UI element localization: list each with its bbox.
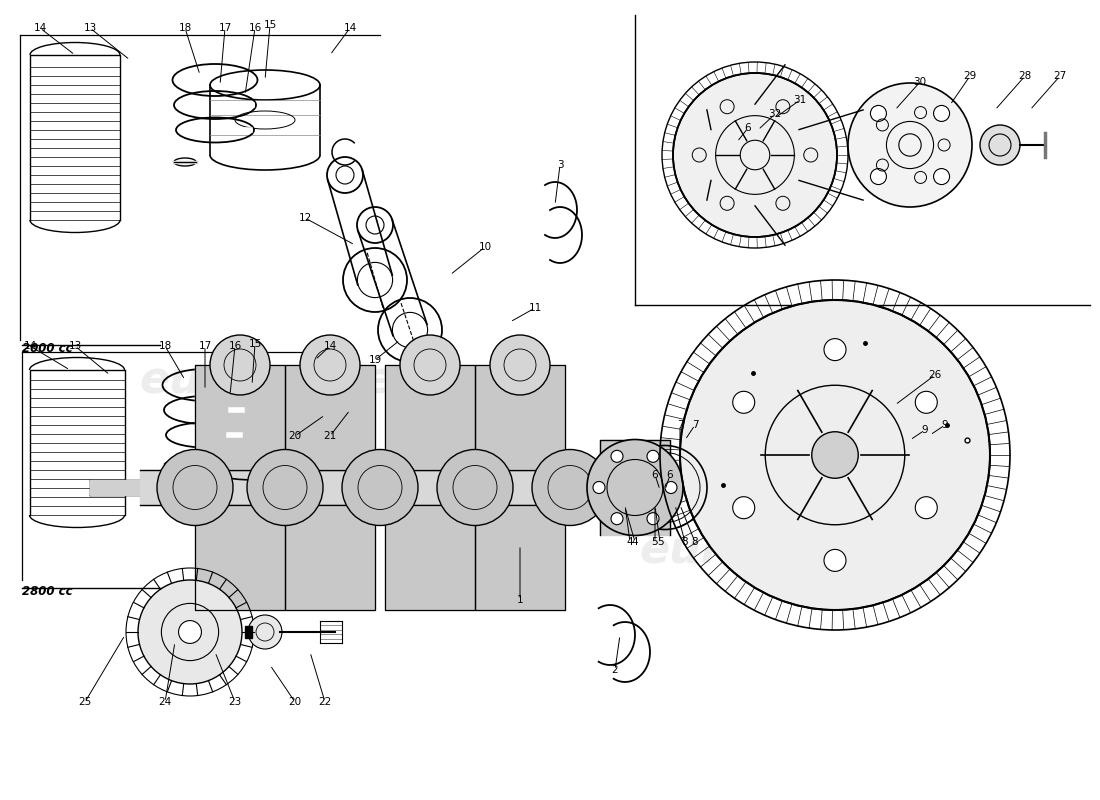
Polygon shape (195, 365, 285, 470)
Circle shape (673, 73, 837, 237)
Text: 6: 6 (745, 123, 751, 133)
Text: 2000 cc: 2000 cc (22, 342, 73, 355)
Circle shape (915, 391, 937, 414)
Circle shape (733, 497, 755, 518)
Circle shape (733, 391, 755, 414)
Text: 32: 32 (769, 109, 782, 119)
Polygon shape (245, 626, 252, 638)
Text: 14: 14 (33, 23, 46, 33)
Circle shape (248, 615, 282, 649)
Circle shape (870, 106, 887, 122)
Text: 16: 16 (229, 341, 242, 351)
Text: 17: 17 (219, 23, 232, 33)
Circle shape (934, 106, 949, 122)
Circle shape (848, 83, 972, 207)
Circle shape (610, 450, 623, 462)
Circle shape (980, 125, 1020, 165)
Polygon shape (195, 505, 285, 610)
Text: 14: 14 (23, 341, 36, 351)
Circle shape (532, 450, 608, 526)
Text: 5: 5 (651, 537, 658, 547)
Text: 19: 19 (368, 355, 382, 365)
Text: 21: 21 (323, 431, 337, 441)
Circle shape (593, 482, 605, 494)
Circle shape (680, 300, 990, 610)
Text: 20: 20 (288, 431, 301, 441)
Polygon shape (385, 505, 475, 610)
Text: 22: 22 (318, 697, 331, 707)
Text: 29: 29 (964, 71, 977, 81)
Text: 2: 2 (612, 665, 618, 675)
Polygon shape (475, 505, 565, 610)
Circle shape (300, 335, 360, 395)
Text: 9: 9 (922, 425, 928, 435)
Circle shape (210, 335, 270, 395)
Polygon shape (385, 365, 475, 470)
Text: 9: 9 (942, 420, 948, 430)
Text: 14: 14 (323, 341, 337, 351)
Circle shape (915, 497, 937, 518)
Text: 31: 31 (793, 95, 806, 105)
Text: 14: 14 (343, 23, 356, 33)
Circle shape (437, 450, 513, 526)
Circle shape (157, 450, 233, 526)
Text: 18: 18 (178, 23, 191, 33)
Polygon shape (285, 505, 375, 610)
Circle shape (178, 621, 201, 643)
Text: 8: 8 (692, 537, 698, 547)
Polygon shape (475, 365, 565, 470)
Text: 15: 15 (263, 20, 276, 30)
Circle shape (490, 335, 550, 395)
Text: 26: 26 (928, 370, 942, 380)
Circle shape (812, 432, 858, 478)
Text: 25: 25 (78, 697, 91, 707)
Text: 13: 13 (84, 23, 97, 33)
Circle shape (248, 450, 323, 526)
Text: 6: 6 (667, 470, 673, 480)
Text: 24: 24 (158, 697, 172, 707)
Text: 23: 23 (229, 697, 242, 707)
Circle shape (138, 580, 242, 684)
Text: eurospares: eurospares (140, 358, 420, 402)
Text: 7: 7 (676, 420, 683, 430)
Text: 18: 18 (158, 341, 172, 351)
Circle shape (934, 169, 949, 185)
Circle shape (824, 550, 846, 571)
Text: 8: 8 (682, 537, 689, 547)
Circle shape (400, 335, 460, 395)
Circle shape (666, 482, 676, 494)
Text: 17: 17 (198, 341, 211, 351)
Circle shape (342, 450, 418, 526)
Circle shape (824, 338, 846, 361)
Text: 13: 13 (68, 341, 81, 351)
Text: 6: 6 (651, 470, 658, 480)
Text: 4: 4 (627, 537, 634, 547)
Circle shape (610, 513, 623, 525)
Circle shape (587, 439, 683, 535)
Text: 10: 10 (478, 242, 492, 252)
Text: 4: 4 (631, 537, 638, 547)
Text: 12: 12 (298, 213, 311, 223)
Text: 15: 15 (249, 339, 262, 349)
Circle shape (870, 169, 887, 185)
Text: eurospares: eurospares (639, 529, 921, 571)
Text: 2800 cc: 2800 cc (22, 585, 73, 598)
Text: 7: 7 (692, 420, 698, 430)
Circle shape (647, 513, 659, 525)
Text: 20: 20 (288, 697, 301, 707)
Text: 28: 28 (1019, 71, 1032, 81)
Text: 3: 3 (557, 160, 563, 170)
Text: 1: 1 (517, 595, 524, 605)
Circle shape (647, 450, 659, 462)
Text: 30: 30 (913, 77, 926, 87)
Polygon shape (285, 365, 375, 470)
Text: 27: 27 (1054, 71, 1067, 81)
Text: 16: 16 (249, 23, 262, 33)
Text: 11: 11 (528, 303, 541, 313)
Text: 5: 5 (657, 537, 663, 547)
